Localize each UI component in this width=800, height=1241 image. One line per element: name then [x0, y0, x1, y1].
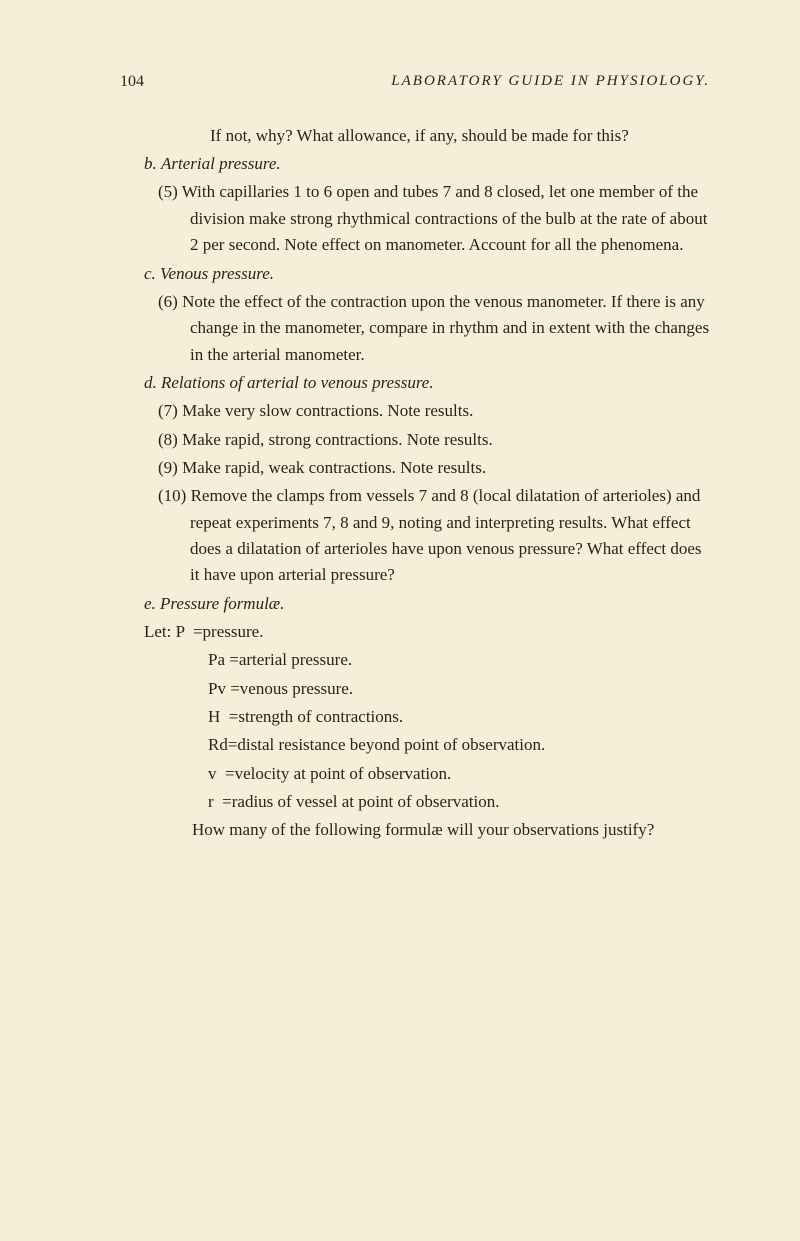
item-9: (9) Make rapid, weak contractions. Note …: [120, 455, 710, 481]
section-c-label: c.: [144, 264, 156, 283]
formula-pv: Pv =venous pressure.: [120, 676, 710, 702]
formula-v: v =velocity at point of observation.: [120, 761, 710, 787]
item-7: (7) Make very slow contractions. Note re…: [120, 398, 710, 424]
section-b-label: b.: [144, 154, 157, 173]
section-c: c. Venous pressure.: [120, 261, 710, 287]
item-10: (10) Remove the clamps from vessels 7 an…: [120, 483, 710, 588]
section-b: b. Arterial pressure.: [120, 151, 710, 177]
item-8: (8) Make rapid, strong contractions. Not…: [120, 427, 710, 453]
item-5: (5) With capillaries 1 to 6 open and tub…: [120, 179, 710, 258]
section-d-title: Relations of arterial to venous pressure…: [161, 373, 434, 392]
formula-r: r =radius of vessel at point of observat…: [120, 789, 710, 815]
let-label: Let:: [144, 622, 171, 641]
section-b-title: Arterial pressure.: [161, 154, 281, 173]
let-line: Let: P =pressure.: [120, 619, 710, 645]
closing-question: How many of the following formulæ will y…: [120, 817, 710, 843]
section-e-label: e.: [144, 594, 156, 613]
formula-rd: Rd=distal resistance beyond point of obs…: [120, 732, 710, 758]
running-head: LABORATORY GUIDE IN PHYSIOLOGY.: [391, 70, 710, 95]
formula-h: H =strength of contractions.: [120, 704, 710, 730]
intro-paragraph: If not, why? What allowance, if any, sho…: [120, 123, 710, 149]
section-c-title: Venous pressure.: [160, 264, 274, 283]
section-e-title: Pressure formulæ.: [160, 594, 284, 613]
section-d: d. Relations of arterial to venous press…: [120, 370, 710, 396]
formula-pa: Pa =arterial pressure.: [120, 647, 710, 673]
section-e: e. Pressure formulæ.: [120, 591, 710, 617]
page-number: 104: [120, 70, 144, 95]
item-6: (6) Note the effect of the contraction u…: [120, 289, 710, 368]
section-d-label: d.: [144, 373, 157, 392]
page: 104 LABORATORY GUIDE IN PHYSIOLOGY. If n…: [0, 0, 800, 1241]
page-header: 104 LABORATORY GUIDE IN PHYSIOLOGY.: [120, 70, 710, 95]
formula-p: P =pressure.: [176, 622, 264, 641]
